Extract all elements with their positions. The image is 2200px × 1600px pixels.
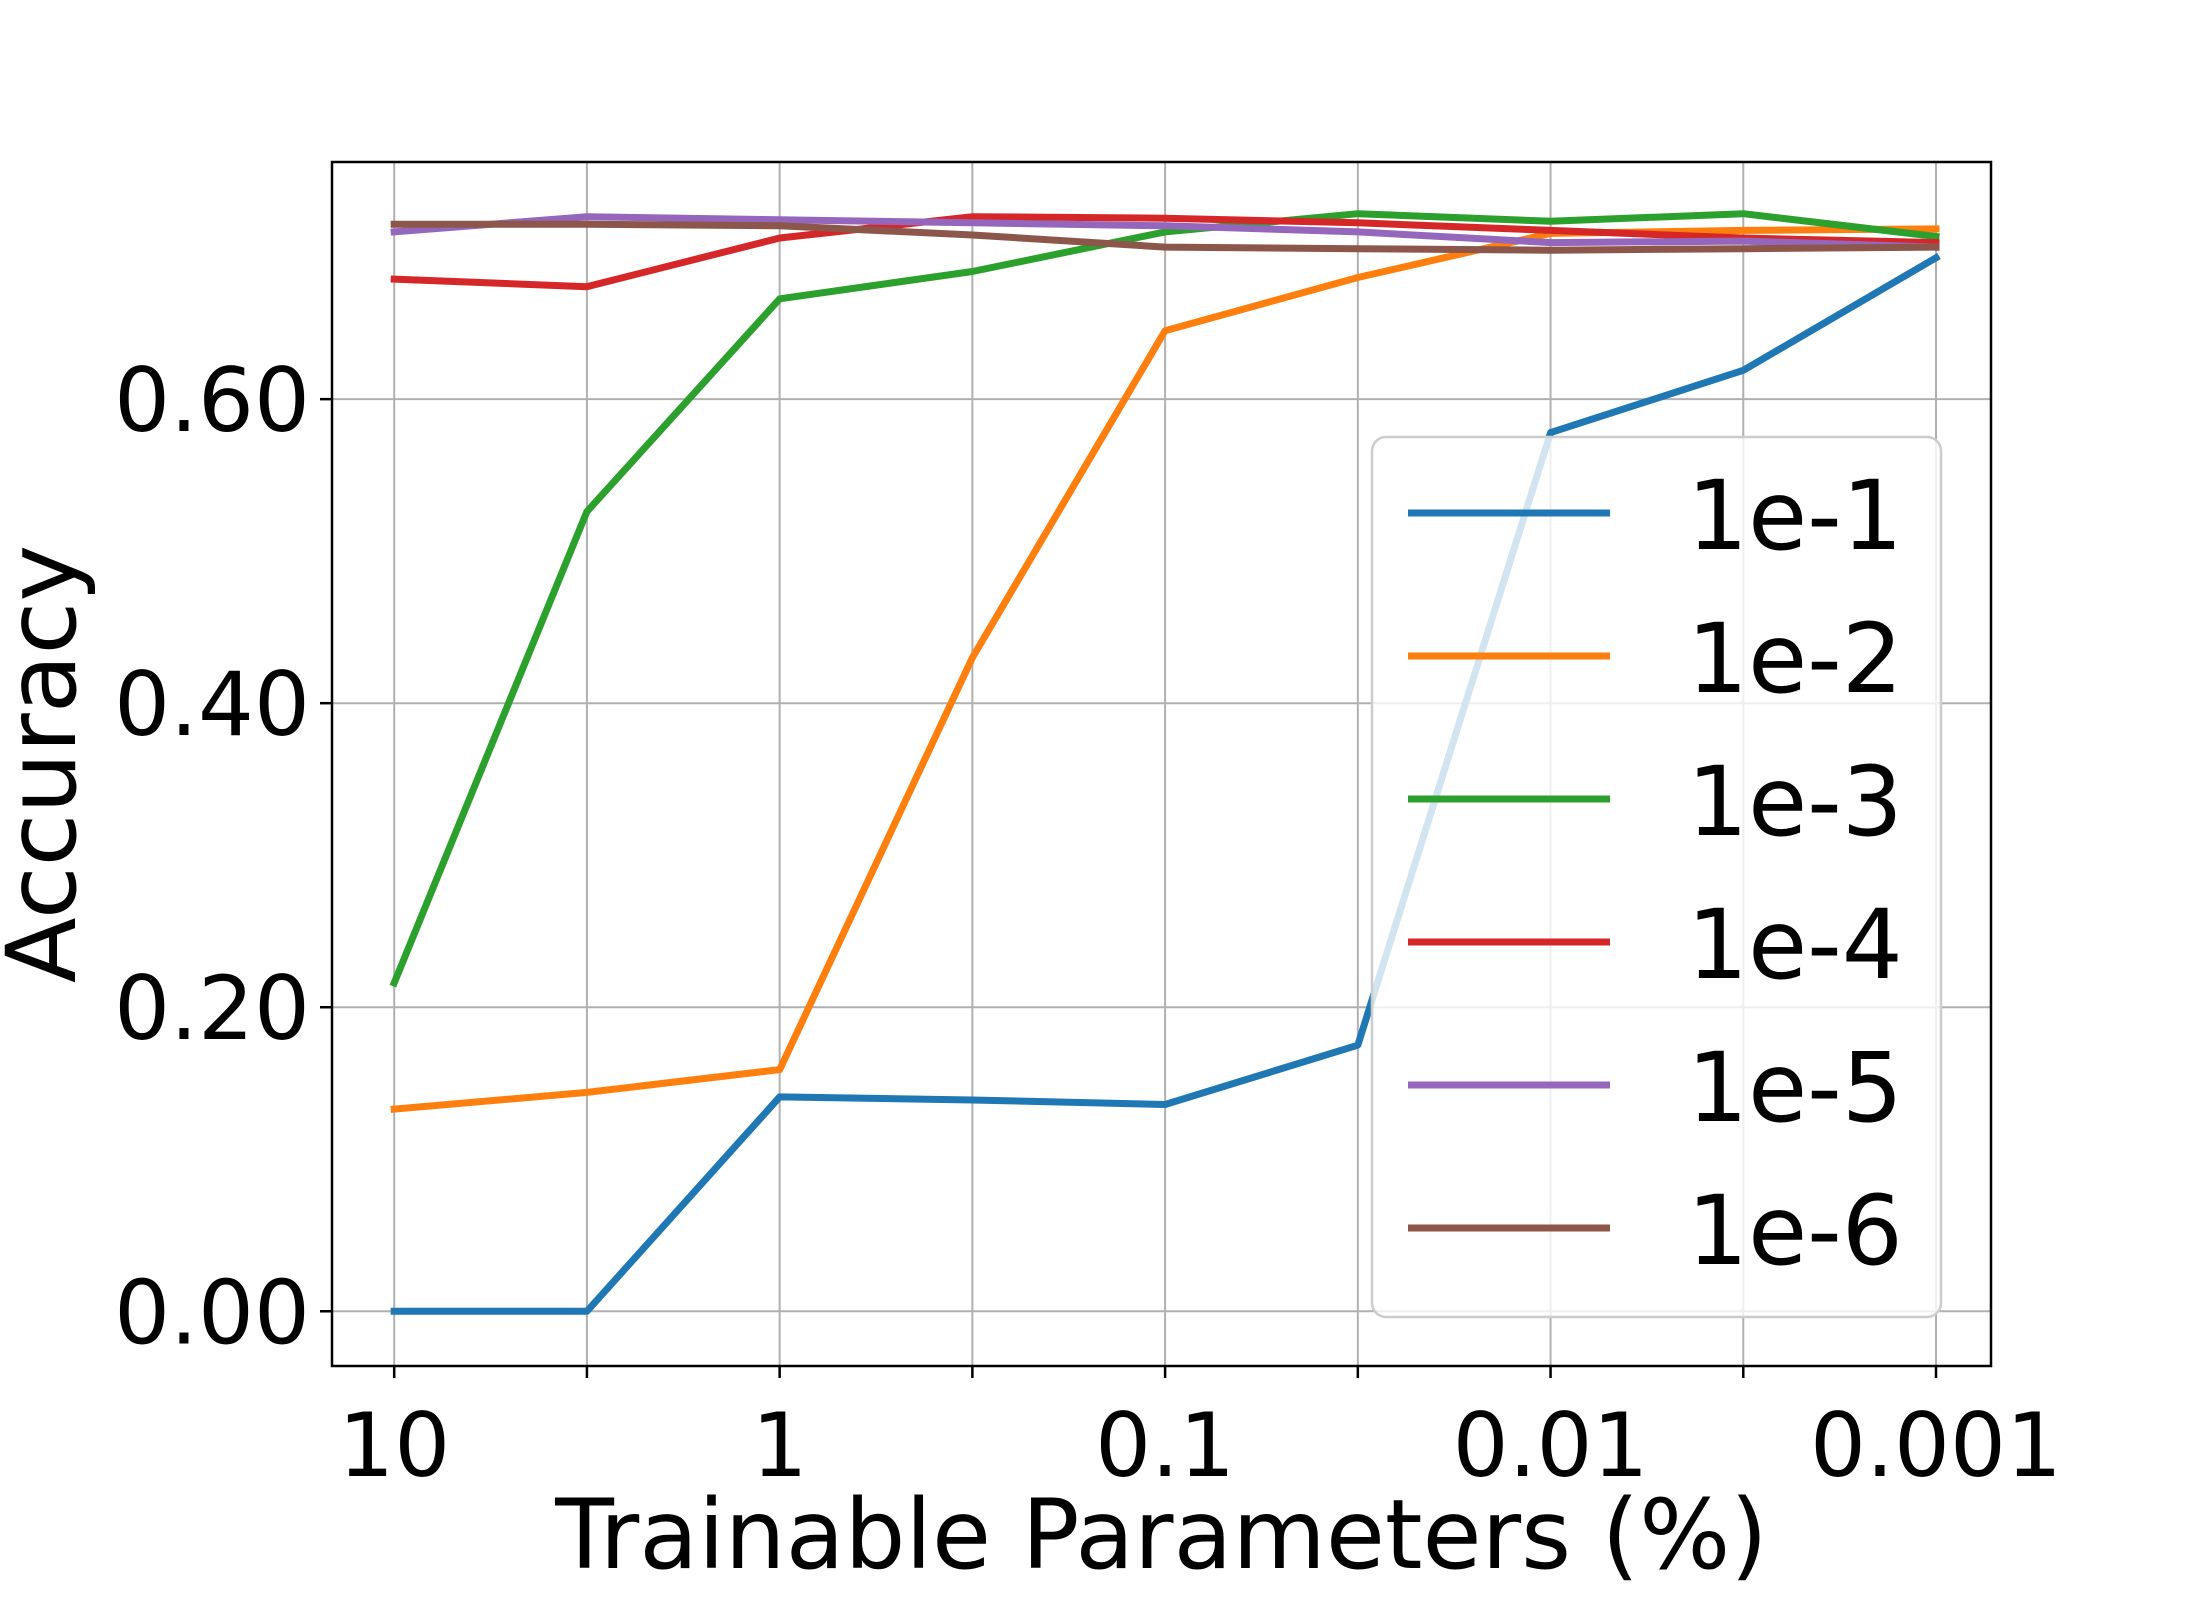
legend-label: 1e-3 xyxy=(1687,746,1903,858)
x-tick-label: 0.1 xyxy=(1095,1394,1235,1497)
series-line-1e-4 xyxy=(390,213,1940,291)
legend-label: 1e-6 xyxy=(1687,1175,1903,1287)
series-line-1e-3 xyxy=(389,210,1940,988)
plot-frame xyxy=(330,160,1993,1368)
x-tick-label: 0.001 xyxy=(1810,1394,2062,1497)
series-line-1e-6 xyxy=(390,220,1940,254)
x-tick-label: 0.01 xyxy=(1453,1394,1649,1497)
series-line-1e-5 xyxy=(390,213,1940,251)
series-lines xyxy=(389,210,1941,1315)
legend-label: 1e-4 xyxy=(1687,889,1903,1001)
axis-ticks: 10 1 0.1 0.01 0.001 0.00 0.20 0.40 0.60 xyxy=(114,349,2062,1497)
y-tick-label: 0.00 xyxy=(114,1261,310,1364)
y-axis-label: Accuracy xyxy=(0,545,98,983)
y-tick-label: 0.20 xyxy=(114,957,310,1060)
y-tick-label: 0.40 xyxy=(114,653,310,756)
series-line-1e-2 xyxy=(390,225,1940,1113)
legend-label: 1e-1 xyxy=(1687,460,1903,572)
legend: 1e-1 1e-2 1e-3 1e-4 1e-5 1e-6 xyxy=(1370,435,1943,1319)
y-tick-label: 0.60 xyxy=(114,349,310,452)
legend-label: 1e-2 xyxy=(1687,603,1903,715)
x-tick-label: 1 xyxy=(752,1394,808,1497)
x-axis-label: Trainable Parameters (%) xyxy=(554,1479,1767,1591)
series-line-1e-1 xyxy=(390,253,1941,1315)
legend-label: 1e-5 xyxy=(1687,1032,1903,1144)
x-tick-label: 10 xyxy=(338,1394,450,1497)
